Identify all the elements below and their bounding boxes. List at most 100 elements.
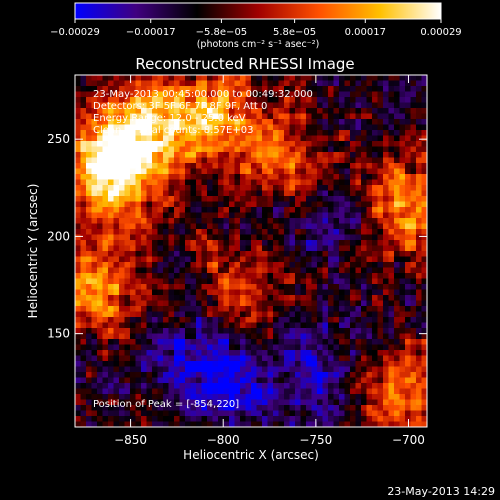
heatmap-cell [80,207,87,213]
heatmap-cell [383,295,389,301]
heatmap-cell [174,174,180,180]
heatmap-cell [317,234,323,241]
heatmap-cell [355,168,362,175]
heatmap-cell [322,124,329,131]
heatmap-cell [223,223,230,230]
heatmap-cell [196,273,202,279]
heatmap-cell [267,377,274,384]
heatmap-cell [157,410,164,417]
heatmap-cell [212,185,219,191]
heatmap-cell [267,306,274,312]
heatmap-cell [273,300,279,307]
heatmap-cell [306,185,312,191]
heatmap-cell [168,366,175,373]
heatmap-cell [196,152,202,158]
heatmap-cell [383,421,389,427]
heatmap-cell [284,333,290,340]
heatmap-cell [113,377,120,384]
heatmap-cell [410,278,417,285]
heatmap-cell [201,328,208,334]
heatmap-cell [410,130,417,136]
heatmap-cell [174,399,180,406]
heatmap-cell [377,405,384,411]
heatmap-cell [328,102,334,109]
heatmap-cell [234,355,241,362]
heatmap-cell [75,421,81,427]
heatmap-cell [366,141,373,147]
heatmap-cell [256,306,263,312]
heatmap-cell [201,333,208,340]
heatmap-cell [306,174,312,180]
heatmap-cell [113,108,120,114]
heatmap-cell [185,344,191,351]
heatmap-cell [366,157,373,164]
heatmap-cell [410,201,417,208]
heatmap-cell [289,388,296,395]
heatmap-cell [196,399,202,406]
heatmap-cell [300,267,307,274]
heatmap-cell [273,306,279,312]
heatmap-cell [163,163,169,169]
heatmap-cell [240,190,246,197]
heatmap-cell [196,168,202,175]
heatmap-cell [152,306,158,312]
heatmap-cell [196,218,202,224]
heatmap-cell [421,361,427,367]
heatmap-cell [179,245,186,252]
heatmap-cell [388,361,395,367]
heatmap-cell [339,234,345,241]
heatmap-cell [185,102,191,109]
heatmap-cell [317,317,323,323]
heatmap-cell [75,163,81,169]
heatmap-cell [163,322,169,329]
heatmap-cell [388,163,395,169]
heatmap-cell [130,421,136,427]
heatmap-cell [108,223,114,230]
heatmap-cell [146,421,153,427]
heatmap-cell [75,146,81,153]
heatmap-cell [284,240,290,246]
heatmap-cell [317,185,323,191]
heatmap-cell [124,245,131,252]
heatmap-cell [317,421,323,427]
heatmap-cell [80,251,87,257]
heatmap-cell [251,361,257,367]
heatmap-cell [141,157,147,164]
heatmap-cell [278,289,285,296]
heatmap-cell [229,383,235,389]
heatmap-cell [278,416,285,422]
heatmap-cell [223,267,230,274]
heatmap-cell [273,146,279,153]
heatmap-cell [339,267,345,274]
heatmap-cell [190,174,197,180]
heatmap-cell [295,113,301,120]
heatmap-cell [262,350,268,356]
heatmap-cell [256,328,263,334]
heatmap-cell [278,240,285,246]
heatmap-cell [284,350,290,356]
heatmap-cell [86,245,92,252]
heatmap-cell [174,416,180,422]
heatmap-cell [152,383,158,389]
heatmap-cell [146,207,153,213]
heatmap-cell [119,262,125,268]
heatmap-cell [179,394,186,400]
heatmap-cell [256,108,263,114]
heatmap-cell [86,207,92,213]
heatmap-cell [328,399,334,406]
heatmap-cell [350,273,356,279]
heatmap-cell [86,366,92,373]
heatmap-cell [75,372,81,378]
heatmap-cell [339,383,345,389]
heatmap-cell [372,284,378,290]
heatmap-cell [146,108,153,114]
heatmap-cell [289,80,296,87]
heatmap-cell [212,383,219,389]
heatmap-cell [152,240,158,246]
heatmap-cell [86,405,92,411]
heatmap-cell [179,355,186,362]
heatmap-cell [355,240,362,246]
heatmap-cell [102,207,109,213]
heatmap-cell [317,388,323,395]
